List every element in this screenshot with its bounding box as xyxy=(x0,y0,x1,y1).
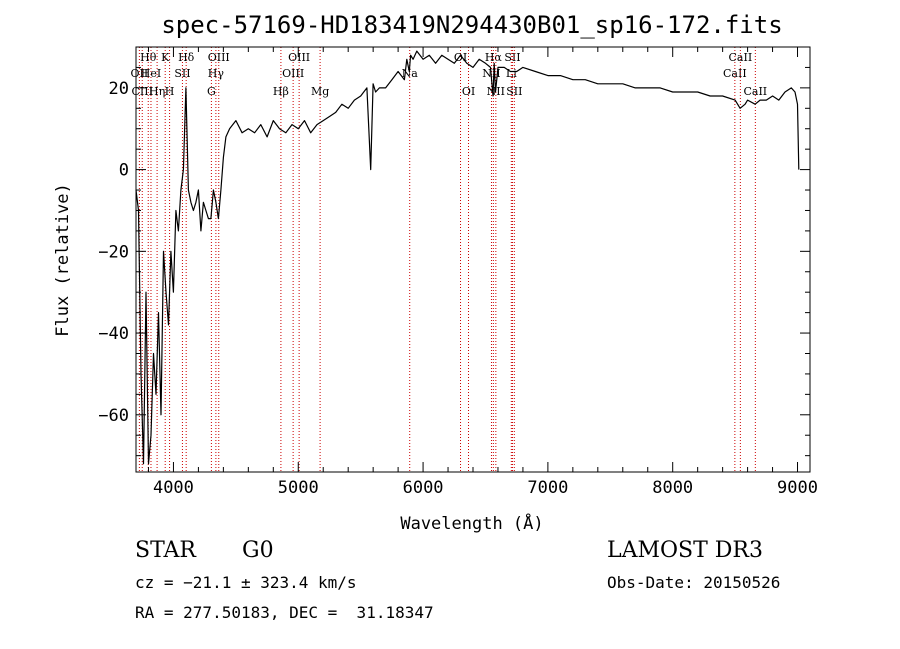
line-marker-label-18: OI xyxy=(462,85,475,98)
series-group xyxy=(135,50,800,465)
line-marker-label-20: Hα xyxy=(485,51,503,64)
redshift-velocity: cz = −21.1 ± 323.4 km/s xyxy=(135,573,357,592)
survey-name: LAMOST DR3 xyxy=(607,538,763,563)
series-line-flux xyxy=(135,50,800,465)
sky-coordinates: RA = 277.50183, DEC = 31.18347 xyxy=(135,603,434,622)
line-marker-label-6: H xyxy=(165,85,175,98)
line-marker-label-12: Hβ xyxy=(273,85,289,98)
y-tick-label-2: −20 xyxy=(98,242,129,262)
y-tick-label-1: −40 xyxy=(98,324,129,344)
line-marker-label-8: Hδ xyxy=(178,51,195,64)
x-tick-label-4: 8000 xyxy=(652,478,693,498)
plot-frame xyxy=(135,46,811,473)
line-marker-label-2: Hθ xyxy=(140,51,157,64)
line-marker-label-14: OIII xyxy=(288,51,310,64)
line-marker-label-15: Mg xyxy=(311,85,329,98)
line-marker-label-4: Hη xyxy=(149,85,165,98)
line-marker-label-0: OII xyxy=(131,67,149,80)
x-tick-label-3: 7000 xyxy=(527,478,568,498)
line-marker-label-27: CaII xyxy=(743,85,767,98)
y-axis-label: Flux (relative) xyxy=(53,183,73,337)
line-marker-label-5: K xyxy=(161,51,170,64)
object-type: STAR xyxy=(135,538,196,563)
line-marker-label-24: SII xyxy=(506,85,522,98)
x-tick-label-1: 5000 xyxy=(278,478,319,498)
y-tick-label-3: 0 xyxy=(119,161,129,181)
y-tick-label-0: −60 xyxy=(98,406,129,426)
y-tick-label-4: 20 xyxy=(109,79,129,99)
x-axis-label: Wavelength (Å) xyxy=(400,512,543,534)
line-marker-label-25: CaII xyxy=(723,67,747,80)
x-tick-label-5: 9000 xyxy=(777,478,818,498)
line-marker-label-3: HeI xyxy=(141,67,161,80)
spectral-line-markers: OIICIIIHθHeIHηKHSIIHδGHγOIIIHβOIIIOIIIMg… xyxy=(131,47,767,472)
object-subclass: G0 xyxy=(242,538,274,563)
x-tick-label-0: 4000 xyxy=(153,478,194,498)
line-marker-label-11: OIII xyxy=(208,51,230,64)
line-marker-label-7: SII xyxy=(174,67,190,80)
line-marker-label-10: Hγ xyxy=(208,67,225,80)
line-marker-label-17: OI xyxy=(454,51,467,64)
line-marker-label-23: SII xyxy=(504,51,520,64)
x-tick-label-2: 6000 xyxy=(403,478,444,498)
line-marker-label-9: G xyxy=(207,85,216,98)
line-marker-label-26: CaII xyxy=(729,51,753,64)
chart-title: spec-57169-HD183419N294430B01_sp16-172.f… xyxy=(161,11,782,39)
axis-ticks: 4000 5000 6000 7000 8000 9000 −60 −40 −20 0 20 xyxy=(98,46,818,498)
line-marker-label-22: Li xyxy=(506,67,517,80)
line-marker-label-13: OIII xyxy=(282,67,304,80)
observation-date: Obs-Date: 20150526 xyxy=(607,573,781,592)
